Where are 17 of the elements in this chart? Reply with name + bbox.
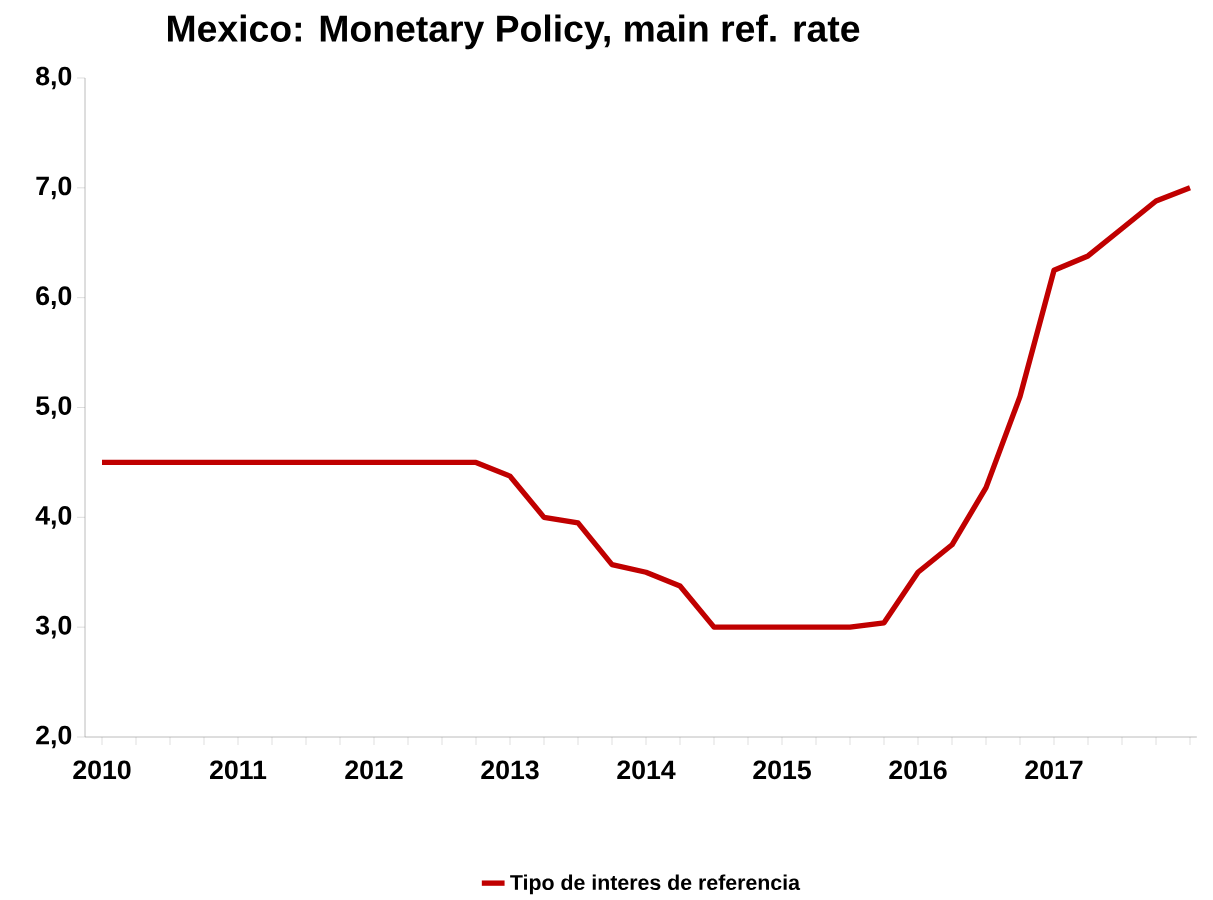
y-tick-label: 3,0 bbox=[35, 615, 72, 639]
y-tick-label: 7,0 bbox=[36, 176, 72, 200]
x-tick-label: 2012 bbox=[345, 760, 403, 780]
x-tick-label: 2014 bbox=[617, 760, 676, 780]
y-tick-label: 4,0 bbox=[35, 505, 72, 529]
y-tick-label: 8,0 bbox=[36, 66, 72, 90]
y-tick-label: 2,0 bbox=[36, 725, 72, 749]
x-tick-label: 2017 bbox=[1025, 760, 1083, 780]
x-tick-label: 2013 bbox=[481, 760, 539, 780]
y-tick-label: 6,0 bbox=[36, 286, 72, 310]
x-tick-label: 2015 bbox=[753, 760, 811, 780]
y-tick-label: 5,0 bbox=[36, 396, 72, 419]
x-tick-label: 2010 bbox=[73, 760, 131, 780]
x-tick-label: 2016 bbox=[889, 760, 947, 780]
legend-label: Tipo de interes de referencia bbox=[510, 874, 801, 895]
x-tick-label: 2011 bbox=[210, 760, 267, 780]
chart-title: Mexico: Monetary Policy, main ref. rate bbox=[168, 14, 860, 50]
